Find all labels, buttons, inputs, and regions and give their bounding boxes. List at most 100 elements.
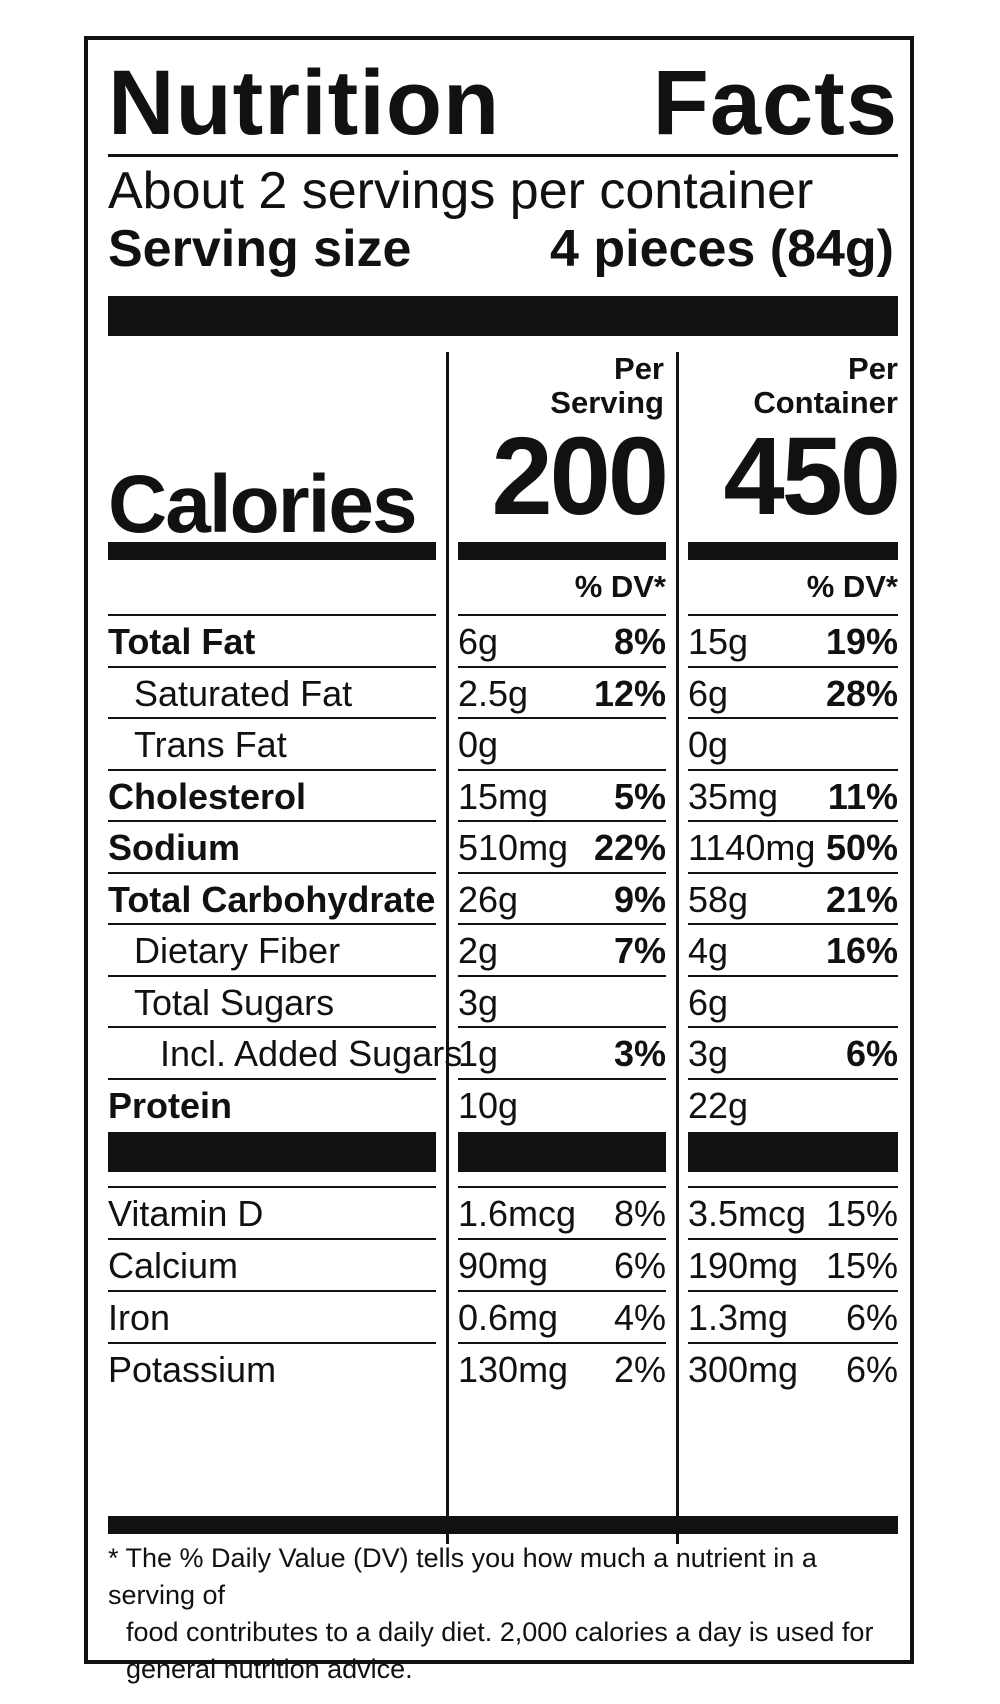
serving-amount: 130mg	[458, 1349, 569, 1390]
row-separator	[108, 1026, 436, 1028]
container-amount: 1.3mg	[688, 1297, 789, 1338]
per-serving-header: Per Serving	[468, 352, 664, 420]
container-amount: 3g	[688, 1033, 729, 1074]
row-separator	[688, 1238, 898, 1240]
calories-per-container: 450	[723, 415, 901, 538]
serving-dv: 8%	[613, 621, 666, 662]
nutrient-label: Saturated Fat	[134, 672, 353, 714]
column-divider-2	[676, 352, 679, 1544]
per-container-header-line1: Per	[848, 351, 898, 386]
container-dv: 16%	[825, 930, 898, 971]
row-separator	[688, 1290, 898, 1292]
vitamin-bar-serving	[458, 1132, 666, 1172]
per-container-header: Per Container	[688, 352, 898, 420]
vitamin-bar-container	[688, 1132, 898, 1172]
row-separator	[108, 717, 436, 719]
vitamin-bar-label	[108, 1132, 436, 1172]
per-serving-header-line2: Serving	[550, 385, 664, 420]
container-dv: 6%	[845, 1033, 898, 1074]
serving-amount: 2g	[458, 930, 499, 971]
row-separator	[688, 1026, 898, 1028]
serving-dv: 5%	[613, 775, 666, 817]
per-container-header-line2: Container	[753, 385, 898, 420]
row-separator	[108, 923, 436, 925]
thick-divider-bottom	[108, 1516, 898, 1534]
calories-per-serving: 200	[491, 415, 669, 538]
serving-amount: 0.6mg	[458, 1297, 559, 1338]
row-separator	[458, 1238, 666, 1240]
container-amount: 190mg	[688, 1245, 799, 1286]
container-amount: 1140mg	[688, 827, 816, 868]
container-dv: 15%	[825, 1193, 898, 1234]
row-separator	[458, 768, 666, 771]
serving-amount: 15mg	[458, 775, 549, 817]
row-separator	[458, 871, 666, 874]
serving-dv: 9%	[613, 878, 666, 920]
container-amount: 6g	[688, 672, 729, 714]
serving-dv: 2%	[613, 1349, 666, 1390]
row-separator	[108, 820, 436, 822]
serving-amount: 6g	[458, 621, 499, 662]
container-amount: 300mg	[688, 1349, 799, 1390]
container-dv: 21%	[825, 878, 898, 920]
nutrient-label: Sodium	[108, 827, 240, 868]
serving-amount: 3g	[458, 981, 499, 1023]
serving-dv: 7%	[613, 930, 666, 971]
serving-dv: 4%	[613, 1297, 666, 1338]
row-separator	[688, 923, 898, 925]
nutrient-label: Total Carbohydrate	[108, 878, 436, 920]
serving-dv: 3%	[613, 1033, 666, 1074]
container-amount: 15g	[688, 621, 749, 662]
row-separator	[688, 768, 898, 771]
nutrient-label: Total Fat	[108, 621, 256, 662]
nutrient-label: Total Sugars	[134, 981, 335, 1023]
row-separator	[688, 1186, 898, 1188]
container-dv: 6%	[845, 1297, 898, 1338]
row-separator	[458, 1077, 666, 1080]
nutrition-facts-panel: Nutrition Facts About 2 servings per con…	[84, 36, 914, 1684]
row-separator	[688, 665, 898, 668]
container-dv: 50%	[825, 827, 898, 868]
servings-per-container: About 2 servings per container	[108, 162, 814, 220]
serving-size-value: 4 pieces (84g)	[550, 220, 894, 278]
row-separator	[458, 717, 666, 719]
serving-dv: 8%	[613, 1193, 666, 1234]
row-separator	[458, 614, 666, 616]
serving-amount: 510mg	[458, 827, 569, 868]
nutrient-label: Vitamin D	[108, 1193, 264, 1234]
row-separator	[688, 871, 898, 874]
serving-amount: 0g	[458, 724, 499, 765]
nutrient-label: Trans Fat	[134, 724, 287, 765]
label-title: Nutrition Facts	[108, 48, 898, 158]
title-facts: Facts	[652, 52, 898, 154]
row-separator	[688, 1077, 898, 1080]
row-separator	[688, 717, 898, 719]
footnote-line-3: general nutrition advice.	[126, 1654, 413, 1684]
per-serving-header-line1: Per	[614, 351, 664, 386]
row-separator	[108, 768, 436, 771]
serving-amount: 1g	[458, 1033, 499, 1074]
row-separator	[108, 1290, 436, 1292]
container-amount: 6g	[688, 981, 729, 1023]
serving-amount: 1.6mcg	[458, 1193, 577, 1234]
row-separator	[458, 974, 666, 977]
serving-amount: 90mg	[458, 1245, 549, 1286]
dv-header-serving: % DV*	[574, 569, 666, 604]
nutrient-label: Cholesterol	[108, 775, 307, 817]
container-dv: 19%	[825, 621, 898, 662]
row-separator	[458, 1342, 666, 1344]
row-separator	[108, 871, 436, 874]
nutrient-label: Iron	[108, 1297, 171, 1338]
serving-amount: 26g	[458, 878, 519, 920]
container-amount: 22g	[688, 1084, 749, 1126]
serving-dv: 12%	[593, 672, 666, 714]
nutrient-label: Incl. Added Sugars	[160, 1033, 463, 1074]
title-nutrition: Nutrition	[108, 52, 501, 154]
row-separator	[458, 665, 666, 668]
row-separator	[108, 665, 436, 668]
row-separator	[108, 1077, 436, 1080]
row-separator	[688, 974, 898, 977]
nutrient-label: Calcium	[108, 1245, 239, 1286]
container-amount: 4g	[688, 930, 729, 971]
calories-bar-container	[688, 542, 898, 560]
